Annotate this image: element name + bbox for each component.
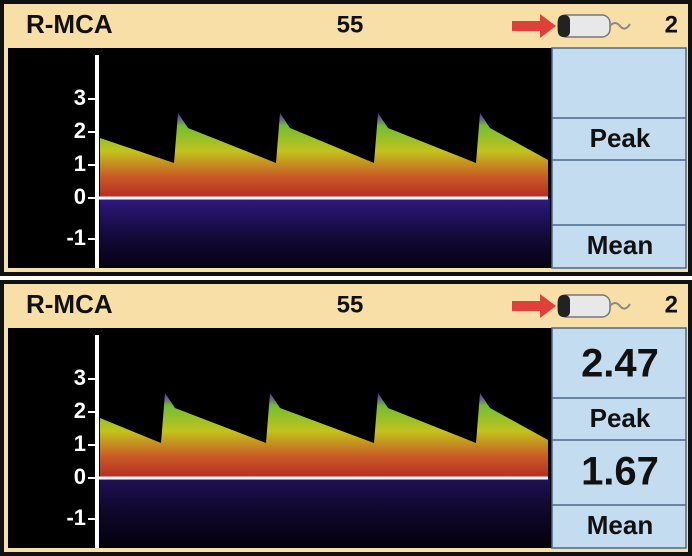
mean-label: Mean — [587, 230, 653, 260]
depth-label: 55 — [337, 11, 364, 38]
channel-label: 2 — [665, 291, 678, 318]
scale-label: 3 — [74, 365, 86, 390]
scale-label: 2 — [74, 118, 86, 143]
depth-label: 55 — [337, 291, 364, 318]
peak-label: Peak — [590, 123, 651, 153]
scale-label: 2 — [74, 398, 86, 423]
peak-value: 2.47 — [581, 342, 659, 386]
vessel-label: R-MCA — [26, 9, 113, 39]
reverse-flow — [100, 478, 550, 546]
probe-cable — [609, 302, 631, 310]
scale-label: -1 — [66, 505, 86, 530]
vessel-label: R-MCA — [26, 289, 113, 319]
mean-label: Mean — [587, 510, 653, 540]
scale-label: 3 — [74, 85, 86, 110]
direction-arrow — [512, 14, 556, 38]
channel-label: 2 — [665, 11, 678, 38]
readout-box — [551, 47, 687, 269]
readout-box — [551, 327, 687, 549]
flow-spectrum — [100, 113, 548, 198]
scale-label: 1 — [74, 431, 86, 456]
flow-spectrum — [100, 393, 548, 478]
scale-label: 1 — [74, 151, 86, 176]
scale-label: 0 — [74, 464, 86, 489]
mean-value: 1.67 — [581, 450, 659, 494]
monitor-panel: R-MCA 55 2 3 2 1 0 -1 Peak Mean — [0, 0, 692, 276]
probe-tip — [558, 15, 570, 37]
scale-label: 0 — [74, 184, 86, 209]
reverse-flow — [100, 198, 550, 266]
monitor-panel: R-MCA 55 2 3 2 1 0 -1 2.47 Peak 1.67 Mean — [0, 280, 692, 556]
scale-label: -1 — [66, 225, 86, 250]
probe-tip — [558, 295, 570, 317]
direction-arrow — [512, 294, 556, 318]
peak-label: Peak — [590, 403, 651, 433]
probe-cable — [609, 22, 631, 30]
